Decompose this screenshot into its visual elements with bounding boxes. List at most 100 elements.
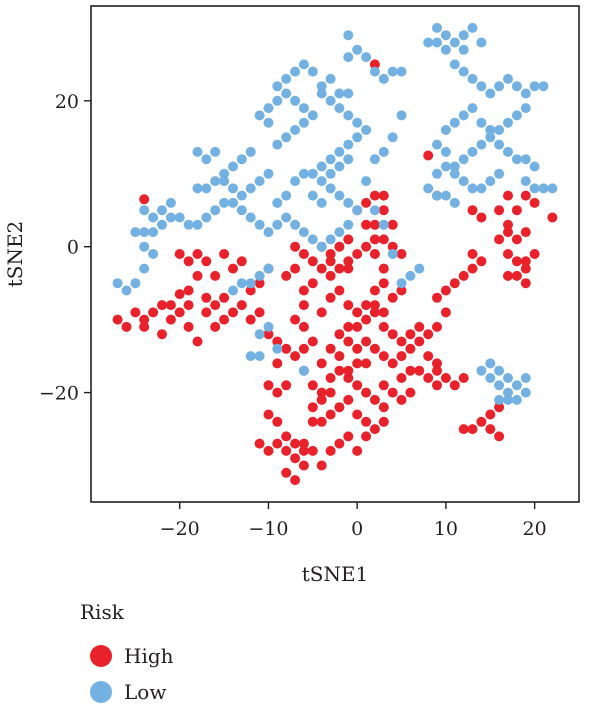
- point-high-24: [290, 263, 301, 274]
- point-high-188: [387, 219, 398, 230]
- point-high-139: [440, 285, 451, 296]
- legend-label-high: High: [124, 644, 174, 668]
- point-high-34: [316, 263, 327, 274]
- point-low-126: [192, 219, 203, 230]
- point-high-162: [511, 270, 522, 281]
- point-low-14: [458, 44, 469, 55]
- point-low-175: [414, 263, 425, 274]
- point-high-191: [325, 256, 336, 267]
- point-high-112: [369, 343, 380, 354]
- point-high-1: [174, 249, 185, 259]
- axis-layer: −20 −10 0 10 20 −20 0 20: [39, 91, 547, 540]
- point-high-43: [361, 241, 372, 252]
- point-low-151: [272, 343, 283, 354]
- point-high-199: [361, 300, 372, 311]
- point-high-189: [378, 234, 389, 245]
- point-high-94: [352, 445, 363, 456]
- point-high-142: [467, 263, 478, 274]
- point-low-162: [503, 373, 513, 383]
- point-low-6: [387, 66, 398, 77]
- point-high-91: [343, 431, 354, 442]
- point-low-185: [387, 132, 398, 143]
- point-low-192: [325, 168, 336, 179]
- point-low-174: [298, 365, 309, 376]
- point-high-168: [529, 197, 540, 208]
- point-low-127: [183, 219, 194, 230]
- point-low-183: [378, 146, 389, 157]
- point-low-64: [432, 190, 442, 201]
- point-low-128: [174, 212, 185, 223]
- point-low-156: [485, 373, 496, 383]
- point-high-71: [272, 358, 283, 369]
- point-high-61: [121, 321, 132, 332]
- point-low-63: [423, 183, 434, 194]
- point-low-21: [476, 81, 487, 92]
- point-low-67: [290, 66, 301, 77]
- point-low-52: [529, 183, 540, 194]
- point-low-139: [112, 278, 123, 289]
- point-high-53: [378, 263, 389, 274]
- point-low-5: [378, 73, 389, 84]
- point-low-90: [192, 146, 203, 157]
- point-high-132: [432, 358, 442, 369]
- point-low-94: [334, 103, 345, 114]
- point-high-21: [254, 278, 265, 289]
- point-low-89: [201, 154, 212, 165]
- point-low-60: [449, 168, 460, 179]
- point-high-209: [396, 336, 407, 347]
- point-low-187: [281, 190, 292, 201]
- point-low-18: [449, 59, 460, 70]
- point-high-115: [396, 351, 407, 362]
- point-high-46: [378, 205, 389, 216]
- point-low-10: [449, 37, 460, 48]
- point-high-84: [325, 409, 336, 420]
- point-high-124: [396, 394, 407, 405]
- point-low-3: [361, 52, 372, 63]
- point-high-37: [290, 241, 301, 252]
- point-high-164: [503, 270, 513, 281]
- point-high-215: [254, 307, 265, 318]
- point-low-82: [245, 146, 256, 157]
- point-low-164: [485, 358, 496, 369]
- point-low-133: [130, 227, 141, 238]
- point-high-95: [361, 431, 372, 442]
- point-high-103: [272, 416, 283, 427]
- point-high-121: [396, 373, 407, 383]
- point-low-81: [272, 95, 283, 106]
- point-low-119: [254, 219, 265, 230]
- point-low-182: [369, 154, 380, 165]
- point-high-99: [272, 438, 283, 449]
- point-low-179: [378, 219, 389, 230]
- point-low-84: [228, 161, 238, 172]
- point-high-123: [387, 387, 398, 398]
- point-low-75: [290, 125, 301, 135]
- point-low-107: [343, 197, 354, 208]
- point-high-184: [298, 343, 309, 354]
- point-high-16: [201, 292, 212, 303]
- point-high-213: [236, 300, 247, 311]
- point-low-189: [298, 168, 309, 179]
- point-low-114: [298, 227, 309, 238]
- point-low-186: [272, 197, 283, 208]
- point-high-158: [511, 234, 522, 245]
- point-low-159: [511, 394, 522, 405]
- point-low-26: [520, 88, 531, 99]
- point-high-201: [343, 365, 354, 376]
- point-low-59: [458, 176, 469, 187]
- point-high-32: [334, 263, 345, 274]
- point-low-65: [440, 190, 451, 201]
- point-high-171: [529, 249, 540, 259]
- point-high-41: [343, 234, 354, 245]
- point-low-7: [396, 66, 407, 77]
- point-low-184: [396, 110, 407, 121]
- point-low-72: [298, 103, 309, 114]
- point-high-70: [290, 351, 301, 362]
- point-high-18: [228, 263, 238, 274]
- point-low-24: [503, 73, 513, 84]
- point-low-35: [467, 146, 478, 157]
- point-low-132: [139, 227, 150, 238]
- point-low-88: [192, 183, 203, 194]
- point-low-154: [245, 351, 256, 362]
- point-low-169: [307, 66, 318, 77]
- x-tick-label: 0: [351, 518, 363, 540]
